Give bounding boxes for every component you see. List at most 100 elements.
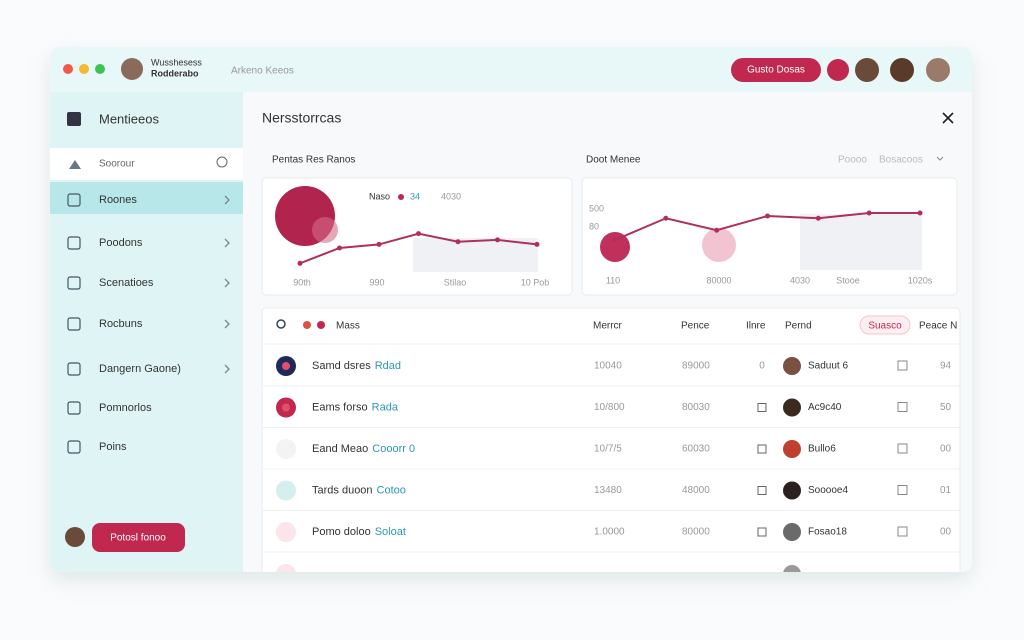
chevron (224, 278, 230, 288)
sidebar-item[interactable]: Rocbuns (99, 318, 143, 330)
cell: 50 (940, 402, 952, 413)
item-icon (67, 362, 81, 376)
column-header[interactable]: Peace N (919, 321, 957, 332)
cell: 80000 (682, 527, 710, 538)
button-label[interactable]: Gusto Dosas (747, 65, 805, 76)
chart-point (663, 215, 669, 221)
sidebar-button[interactable] (92, 523, 185, 552)
legend-label: Naso (369, 191, 390, 201)
row-icon-dot (282, 362, 290, 370)
row-icon-dot (282, 403, 290, 412)
window-close[interactable] (63, 64, 73, 74)
cell: 1.0000 (594, 527, 625, 538)
row-link[interactable]: Rada (372, 401, 399, 413)
chart-point (416, 231, 421, 237)
sidebar-item[interactable]: Pomnorlos (99, 402, 152, 414)
cell: 13480 (594, 485, 622, 496)
person: Fosao18 (808, 527, 847, 538)
row-icon (276, 439, 296, 459)
chevron (224, 319, 230, 329)
window-minimize[interactable] (79, 64, 89, 74)
status: 0 (759, 361, 765, 372)
chart-point (534, 241, 540, 247)
close-button[interactable] (942, 112, 954, 124)
chevron (936, 156, 944, 161)
row-link[interactable]: Cooorr 0 (372, 443, 415, 455)
checkbox[interactable] (897, 485, 908, 495)
search-placeholder[interactable]: Soorour (99, 159, 135, 170)
x-label: Stooe (836, 275, 860, 285)
chart-link[interactable]: Poooo (838, 155, 867, 166)
legend-label: 4030 (441, 191, 461, 201)
primary-button[interactable] (731, 58, 821, 82)
search-icon[interactable] (276, 319, 286, 329)
app-name: Wusshesess (151, 57, 202, 67)
cell: 94 (940, 361, 952, 372)
sidebar-item[interactable]: Scenatioes (99, 277, 154, 289)
checkbox[interactable] (897, 526, 908, 537)
x-label: 80000 (706, 275, 731, 285)
checkbox[interactable] (897, 360, 908, 371)
column-header[interactable]: Pernd (785, 321, 812, 332)
sidebar-item[interactable]: Dangern Gaone) (99, 363, 181, 375)
window-zoom[interactable] (95, 64, 105, 74)
item-icon (67, 317, 81, 331)
item-icon (67, 276, 81, 290)
active-item-bg (50, 182, 243, 214)
row-name: Eand Meao (312, 443, 368, 455)
column-header[interactable]: Mass (336, 321, 360, 332)
column-header[interactable]: Pence (681, 321, 710, 332)
column-header[interactable]: Suasco (868, 321, 902, 332)
checkbox[interactable] (897, 402, 908, 412)
avatar (783, 481, 801, 500)
row-link[interactable]: Rdad (375, 360, 401, 372)
cell: 01 (940, 485, 952, 496)
avatar (783, 398, 801, 417)
chart-point (495, 237, 500, 243)
item-icon (67, 236, 81, 250)
cell: 10/7/5 (594, 444, 622, 455)
main-title: Nersstorrcas (262, 110, 341, 126)
avatar (783, 440, 801, 458)
icon-button[interactable] (827, 59, 849, 81)
row-icon (276, 522, 296, 542)
checkbox[interactable] (757, 444, 767, 454)
avatar (121, 58, 143, 80)
sidebar-item[interactable]: Roones (99, 194, 137, 206)
item-icon (67, 401, 81, 415)
checkbox[interactable] (757, 486, 767, 495)
column-header[interactable]: Ilnre (746, 321, 766, 332)
checkbox[interactable] (897, 443, 908, 454)
chart-point (376, 241, 382, 247)
cell: 10/800 (594, 402, 625, 413)
row-link[interactable]: Soloat (375, 526, 406, 538)
chart-point (455, 239, 461, 245)
legend-swatch (398, 194, 404, 200)
chevron (224, 195, 230, 205)
row-link[interactable]: Cotoo (377, 484, 406, 496)
dot (317, 321, 325, 329)
checkbox[interactable] (757, 527, 767, 537)
avatar (783, 357, 801, 375)
avatar (783, 565, 801, 572)
sidebar-title: Mentieeos (99, 111, 159, 126)
column-header[interactable]: Merrcr (593, 321, 623, 332)
sidebar-item[interactable]: Poodons (99, 237, 143, 249)
chart-title: Pentas Res Ranos (272, 155, 355, 166)
item-icon (67, 440, 81, 454)
search-box[interactable] (50, 148, 243, 180)
chart-point (714, 227, 720, 233)
x-label: 90th (293, 277, 311, 287)
x-label: 1020s (908, 275, 933, 285)
sidebar-item[interactable]: Poins (99, 441, 127, 453)
chart-link[interactable]: Bosacoos (879, 155, 923, 166)
chart-point (866, 210, 872, 216)
menu-icon (67, 112, 81, 126)
cell: 80030 (682, 402, 710, 413)
chart-title: Doot Menee (586, 155, 641, 166)
button-label[interactable]: Potosl fonoo (110, 533, 166, 544)
filter-pill[interactable] (859, 315, 911, 335)
checkbox[interactable] (757, 403, 767, 412)
